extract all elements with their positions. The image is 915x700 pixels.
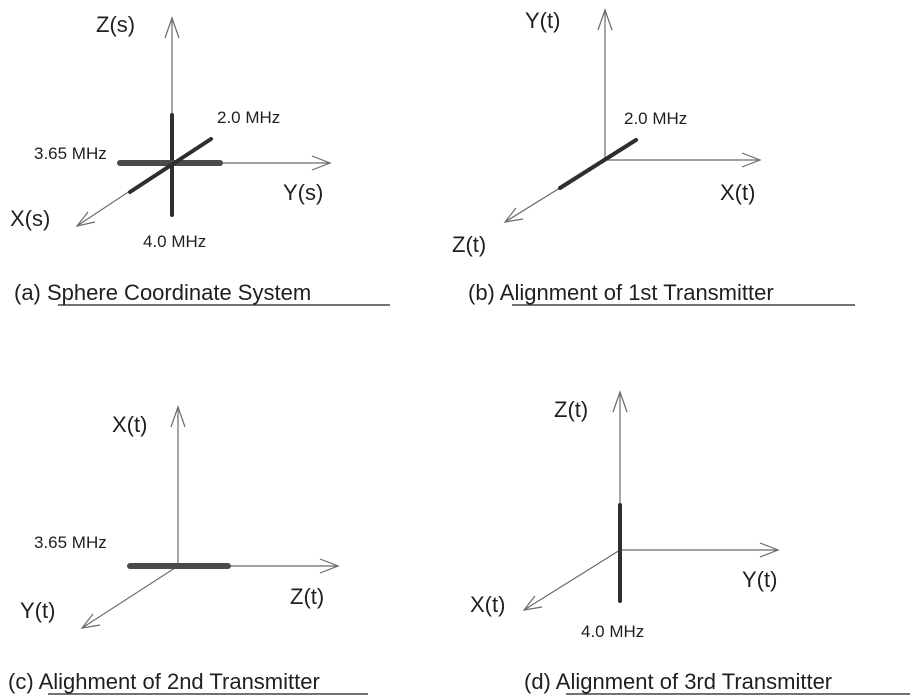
panel-c-up-arrow-icon (170, 405, 186, 428)
panel-a-coil-2mhz (128, 137, 213, 194)
panel-d-diag-arrow-icon (522, 595, 543, 611)
panel-c-up-label: X(t) (112, 412, 147, 437)
panel-a-caption: (a) Sphere Coordinate System (14, 280, 311, 305)
panel-c-right-label: Z(t) (290, 584, 324, 609)
panel-c-right-arrow-icon (319, 558, 340, 574)
panel-d-diag-axis (523, 549, 621, 611)
panel-b-up-label: Y(t) (525, 8, 560, 33)
panel-d-caption: (d) Alignment of 3rd Transmitter (524, 669, 832, 694)
panel-c-caption: (c) Alighment of 2nd Transmitter (8, 669, 320, 694)
panel-d-right-label: Y(t) (742, 567, 777, 592)
panel-b-caption: (b) Alignment of 1st Transmitter (468, 280, 774, 305)
panel-d-right-arrow-icon (759, 542, 780, 558)
panel-a-freq-4mhz: 4.0 MHz (143, 232, 206, 251)
panel-b-diag-arrow-icon (503, 207, 524, 223)
panel-a-y-arrow-icon (311, 155, 332, 171)
panel-a-caption-title: Sphere Coordinate System (47, 280, 311, 305)
panel-d-caption-title: Alignment of 3rd Transmitter (556, 669, 832, 694)
panel-c-caption-prefix: (c) (8, 669, 39, 694)
panel-d-freq-4mhz: 4.0 MHz (581, 622, 644, 641)
panel-b-diag-label: Z(t) (452, 232, 486, 257)
panel-a-x-label: X(s) (10, 206, 50, 231)
panel-c: X(t) Z(t) Y(t) 3.65 MHz (c) Alighment of… (8, 405, 368, 695)
panel-d-up-arrow-icon (612, 390, 628, 413)
panel-b-caption-prefix: (b) (468, 280, 500, 305)
panel-d-diag-label: X(t) (470, 592, 505, 617)
panel-b-up-arrow-icon (597, 8, 613, 31)
panel-a-y-label: Y(s) (283, 180, 323, 205)
panel-c-diag-label: Y(t) (20, 598, 55, 623)
panel-d-caption-prefix: (d) (524, 669, 556, 694)
panel-b: Y(t) X(t) Z(t) 2.0 MHz (b) Alignment of … (452, 8, 855, 306)
panel-a-freq-2mhz: 2.0 MHz (217, 108, 280, 127)
panel-d: Z(t) Y(t) X(t) 4.0 MHz (d) Alignment of … (470, 390, 910, 695)
panel-c-caption-title: Alighment of 2nd Transmitter (39, 669, 320, 694)
panel-b-right-label: X(t) (720, 180, 755, 205)
panel-b-caption-title: Alignment of 1st Transmitter (500, 280, 774, 305)
panel-a-x-arrow-icon (75, 211, 96, 227)
panel-b-right-arrow-icon (741, 152, 762, 168)
panel-a: Z(s) Y(s) X(s) 2.0 MHz 3.65 MHz 4.0 MHz … (10, 12, 390, 306)
panel-d-up-label: Z(t) (554, 397, 588, 422)
panel-a-z-label: Z(s) (96, 12, 135, 37)
panel-b-freq-2mhz: 2.0 MHz (624, 109, 687, 128)
panel-c-diag-arrow-icon (80, 613, 101, 629)
panel-a-z-arrow-icon (164, 16, 180, 39)
panel-c-freq-3p65mhz: 3.65 MHz (34, 533, 107, 552)
panel-a-caption-prefix: (a) (14, 280, 47, 305)
panel-c-diag-axis (81, 565, 179, 629)
panel-b-coil-2mhz (558, 138, 638, 190)
panel-a-freq-3p65mhz: 3.65 MHz (34, 144, 107, 163)
